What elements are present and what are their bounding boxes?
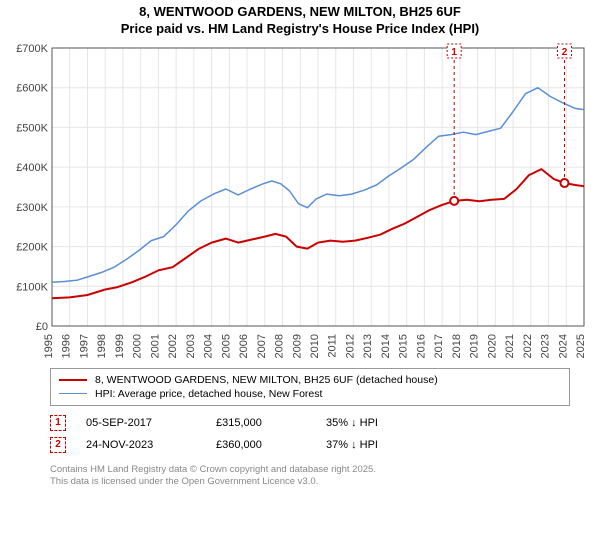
- x-tick-label: 1996: [61, 334, 73, 358]
- y-tick-label: £400K: [16, 162, 48, 174]
- legend-label: 8, WENTWOOD GARDENS, NEW MILTON, BH25 6U…: [95, 374, 438, 386]
- sale-marker-box: 2: [50, 437, 66, 453]
- x-tick-label: 2005: [220, 334, 232, 358]
- y-tick-label: £100K: [16, 281, 48, 293]
- y-tick-label: £0: [36, 321, 48, 333]
- x-tick-label: 2021: [504, 334, 516, 358]
- sale-date: 24-NOV-2023: [86, 439, 196, 451]
- sale-row: 1 05-SEP-2017 £315,000 35% ↓ HPI: [50, 412, 570, 434]
- sale-price: £360,000: [216, 439, 306, 451]
- x-tick-label: 2010: [309, 334, 321, 358]
- x-tick-label: 2023: [540, 334, 552, 358]
- x-tick-label: 1997: [78, 334, 90, 358]
- legend: 8, WENTWOOD GARDENS, NEW MILTON, BH25 6U…: [50, 368, 570, 406]
- x-tick-label: 2012: [344, 334, 356, 358]
- x-tick-label: 2006: [238, 334, 250, 358]
- x-tick-label: 1998: [96, 334, 108, 358]
- x-tick-label: 2013: [362, 334, 374, 358]
- footer-line: Contains HM Land Registry data © Crown c…: [50, 464, 570, 476]
- legend-label: HPI: Average price, detached house, New …: [95, 388, 322, 400]
- title-address: 8, WENTWOOD GARDENS, NEW MILTON, BH25 6U…: [0, 4, 600, 21]
- x-tick-label: 2002: [167, 334, 179, 358]
- footer-line: This data is licensed under the Open Gov…: [50, 476, 570, 488]
- x-tick-label: 2018: [451, 334, 463, 358]
- title-subtitle: Price paid vs. HM Land Registry's House …: [0, 21, 600, 38]
- x-tick-label: 1999: [114, 334, 126, 358]
- y-tick-label: £500K: [16, 122, 48, 134]
- x-tick-label: 2016: [415, 334, 427, 358]
- figure-container: 8, WENTWOOD GARDENS, NEW MILTON, BH25 6U…: [0, 0, 600, 560]
- y-tick-label: £300K: [16, 202, 48, 214]
- sale-diff: 35% ↓ HPI: [326, 417, 378, 429]
- legend-swatch: [59, 379, 87, 381]
- x-tick-label: 2020: [486, 334, 498, 358]
- marker-number: 1: [451, 47, 457, 58]
- sale-marker-box: 1: [50, 415, 66, 431]
- x-tick-label: 2014: [380, 334, 392, 358]
- x-tick-label: 2004: [203, 334, 215, 358]
- x-tick-label: 2008: [274, 334, 286, 358]
- x-tick-label: 2022: [522, 334, 534, 358]
- chart-area: £0 £100K £200K £300K £400K £500K £600K £700K 199…: [10, 42, 590, 362]
- marker-dot: [560, 179, 568, 187]
- marker-number: 2: [562, 47, 568, 58]
- x-tick-label: 1995: [43, 334, 55, 358]
- y-tick-label: £700K: [16, 43, 48, 55]
- line-chart: £0 £100K £200K £300K £400K £500K £600K £700K 199…: [10, 42, 590, 362]
- legend-swatch: [59, 393, 87, 394]
- y-tick-label: £200K: [16, 241, 48, 253]
- title-block: 8, WENTWOOD GARDENS, NEW MILTON, BH25 6U…: [0, 0, 600, 38]
- x-tick-label: 2015: [398, 334, 410, 358]
- x-tick-label: 2000: [132, 334, 144, 358]
- legend-row: HPI: Average price, detached house, New …: [59, 387, 561, 401]
- x-tick-label: 2011: [327, 334, 339, 358]
- marker-dot: [450, 197, 458, 205]
- x-tick-label: 2003: [185, 334, 197, 358]
- x-tick-label: 2024: [557, 334, 569, 358]
- x-tick-label: 2019: [469, 334, 481, 358]
- x-tick-label: 2007: [256, 334, 268, 358]
- x-tick-label: 2009: [291, 334, 303, 358]
- sale-price: £315,000: [216, 417, 306, 429]
- x-tick-label: 2017: [433, 334, 445, 358]
- sale-date: 05-SEP-2017: [86, 417, 196, 429]
- attribution-footer: Contains HM Land Registry data © Crown c…: [50, 464, 570, 489]
- sale-markers-table: 1 05-SEP-2017 £315,000 35% ↓ HPI 2 24-NOV-202…: [50, 412, 570, 456]
- legend-row: 8, WENTWOOD GARDENS, NEW MILTON, BH25 6U…: [59, 373, 561, 387]
- sale-row: 2 24-NOV-2023 £360,000 37% ↓ HPI: [50, 434, 570, 456]
- x-tick-label: 2025: [575, 334, 587, 358]
- x-tick-label: 2001: [149, 334, 161, 358]
- sale-diff: 37% ↓ HPI: [326, 439, 378, 451]
- y-tick-label: £600K: [16, 82, 48, 94]
